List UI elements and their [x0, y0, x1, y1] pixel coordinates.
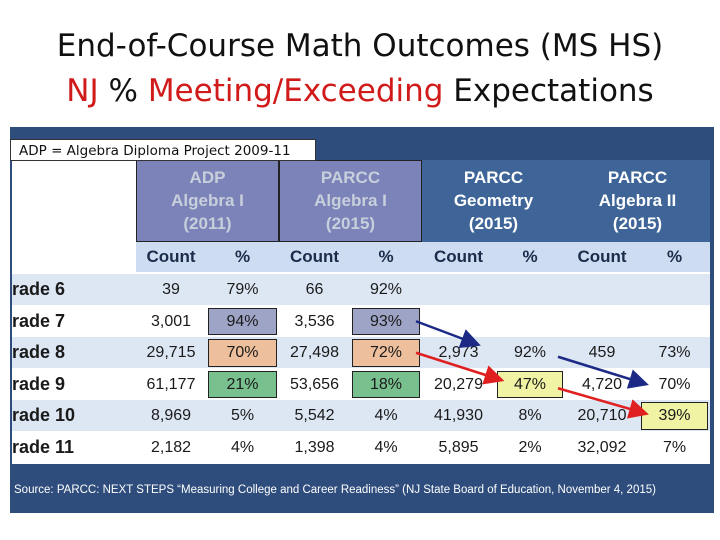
slide-title-line-1: End-of-Course Math Outcomes (MS HS): [56, 28, 664, 64]
table-cell: 92%: [513, 344, 547, 361]
group-header-line: Algebra II: [598, 191, 677, 210]
table-cell: 20,279: [434, 375, 483, 393]
table-cell: 7%: [662, 438, 687, 456]
table-cell: 4%: [374, 438, 398, 456]
group-header-line: Algebra I: [314, 191, 387, 210]
table-cell: 79%: [226, 281, 259, 298]
table-cell: 18%: [369, 375, 403, 393]
group-header: PARCC Geometry (2015): [422, 166, 565, 238]
group-header-line: PARCC: [607, 168, 668, 187]
subheader-band: [136, 242, 710, 272]
table-cell: 92%: [369, 281, 403, 298]
table-cell: 21%: [226, 375, 259, 393]
adp-header-box: [136, 160, 279, 242]
table-cell: 61,177: [146, 375, 196, 393]
title-expectations: Expectations: [453, 73, 654, 109]
highlighted-cell: [352, 307, 420, 335]
table-cell: 94%: [226, 312, 259, 330]
table-cell: 27,498: [290, 344, 339, 361]
column-header: %: [378, 247, 394, 266]
source-citation: Source: PARCC: NEXT STEPS “Measuring Col…: [14, 484, 656, 496]
group-header-line: (2015): [612, 214, 663, 233]
highlighted-cell: [641, 402, 708, 430]
table-cell: 2,973: [438, 344, 479, 361]
adp-definition-note: ADP = Algebra Diploma Project 2009-11: [10, 139, 316, 161]
highlighted-cell: [352, 339, 420, 367]
row-label: rade 6: [12, 279, 66, 299]
column-header: %: [666, 247, 683, 266]
table-cell: 3,001: [150, 312, 192, 330]
group-header: PARCC Algebra I (2015): [279, 166, 422, 238]
column-header: Count: [433, 247, 484, 266]
table-cell: [639, 306, 710, 337]
column-header: %: [522, 247, 538, 266]
highlighted-cell: [208, 307, 277, 335]
group-header: ADP Algebra I (2011): [136, 166, 279, 238]
table-cell: 73%: [658, 344, 691, 361]
table-cell: 70%: [658, 375, 691, 393]
table-row: [12, 274, 710, 305]
table-cell: 39%: [658, 407, 691, 424]
group-header: PARCC Algebra II (2015): [565, 166, 710, 238]
group-header-line: ADP: [189, 168, 226, 187]
row-label: rade 7: [12, 310, 66, 331]
group-header-line: PARCC: [463, 168, 524, 187]
table-cell: [565, 306, 639, 337]
table-cell: 4,720: [581, 375, 623, 393]
highlighted-cell: [208, 339, 277, 367]
table-cell: [495, 306, 565, 337]
table-cell: 66: [305, 281, 324, 298]
row-label: rade 11: [12, 436, 75, 457]
title-meeting-exceeding: Meeting/Exceeding: [147, 73, 444, 109]
table-cell: 2%: [518, 438, 542, 456]
group-header-line: Algebra I: [171, 191, 244, 210]
table-cell: 8,969: [150, 407, 192, 424]
column-header: Count: [577, 247, 627, 266]
outcomes-table: ADP Algebra I (2011) PARCC Algebra I (2015) PA…: [12, 160, 710, 464]
table-cell: 4%: [230, 438, 255, 456]
title-nj: NJ: [66, 73, 99, 109]
group-header-line: (2011): [183, 214, 232, 233]
table-cell: 70%: [226, 344, 259, 361]
row-label: rade 8: [12, 342, 66, 362]
parcc-alg1-header-box: [279, 160, 422, 242]
group-header-line: (2015): [325, 214, 376, 233]
table-cell: 41,930: [434, 407, 483, 424]
table-cell: 20,710: [577, 407, 627, 424]
table-cell: 72%: [369, 344, 403, 361]
group-header-line: Geometry: [453, 191, 534, 210]
highlighted-cell: [352, 370, 420, 398]
table-cell: 1,398: [294, 438, 335, 456]
column-header: %: [234, 247, 251, 266]
table-cell: 47%: [513, 375, 547, 393]
column-header: Count: [146, 247, 196, 266]
highlighted-cell: [208, 370, 277, 398]
group-header-line: (2015): [468, 214, 519, 233]
table-cell: 5,542: [294, 407, 335, 424]
table-cell: 8%: [518, 407, 542, 424]
title-percent: %: [108, 73, 138, 109]
table-cell: 2,182: [150, 438, 192, 456]
table-cell: 4%: [374, 407, 398, 424]
row-label: rade 10: [12, 405, 76, 425]
table-cell: 5%: [230, 407, 255, 424]
group-header-line: PARCC: [320, 168, 381, 187]
table-cell: 93%: [369, 312, 403, 330]
table-cell: 39: [162, 281, 180, 298]
table-cell: 5,895: [438, 438, 479, 456]
table-cell: [565, 274, 639, 305]
table-cell: [639, 274, 710, 305]
table-cell: [422, 274, 495, 305]
table-cell: 53,656: [290, 375, 339, 393]
row-label: rade 9: [12, 373, 66, 394]
table-cell: 29,715: [146, 344, 196, 361]
table-cell: 459: [588, 344, 616, 361]
column-header: Count: [289, 247, 340, 266]
table-cell: 3,536: [294, 312, 335, 330]
slide-title-line-2: NJ % Meeting/Exceeding Expectations: [0, 73, 720, 109]
table-cell: 32,092: [577, 438, 627, 456]
table-cell: [495, 274, 565, 305]
table-cell: [422, 306, 495, 337]
